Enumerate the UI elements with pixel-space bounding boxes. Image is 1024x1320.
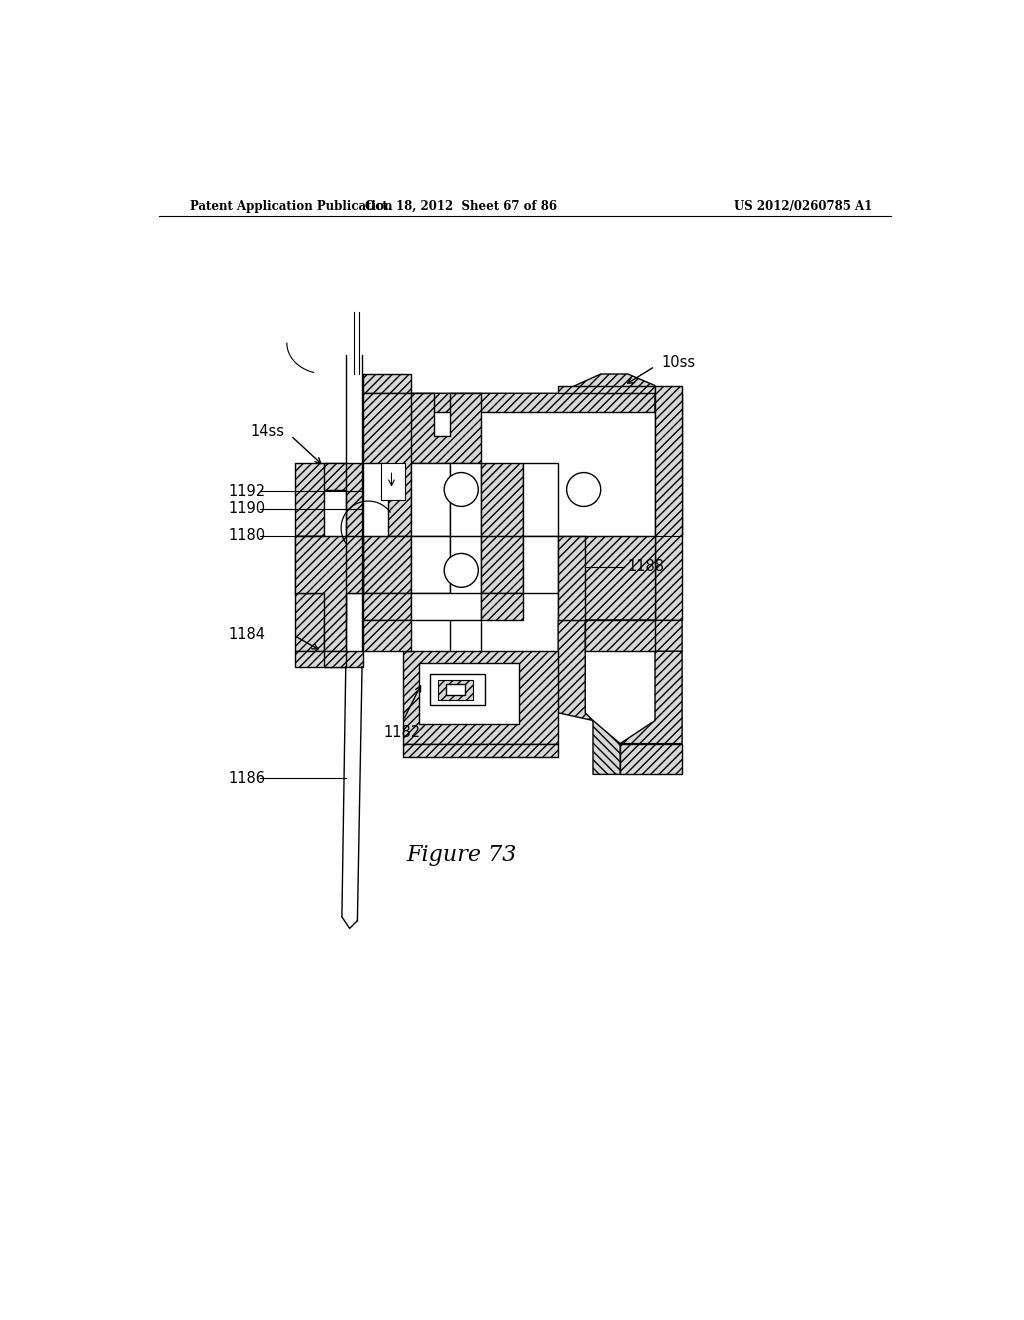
Bar <box>411 462 450 536</box>
Bar <box>480 594 523 620</box>
Bar <box>438 681 473 700</box>
Text: 1188: 1188 <box>628 558 665 574</box>
Text: 1190: 1190 <box>228 502 266 516</box>
Polygon shape <box>362 620 411 651</box>
Bar <box>430 675 484 705</box>
Polygon shape <box>295 536 324 594</box>
Polygon shape <box>586 620 655 743</box>
Polygon shape <box>655 385 682 620</box>
Circle shape <box>444 473 478 507</box>
Text: 10ss: 10ss <box>662 355 695 370</box>
Bar <box>523 536 558 594</box>
Text: US 2012/0260785 A1: US 2012/0260785 A1 <box>734 199 872 213</box>
Circle shape <box>444 553 478 587</box>
Polygon shape <box>411 374 655 412</box>
Bar <box>586 620 655 651</box>
Bar <box>450 462 480 594</box>
Bar <box>450 536 480 667</box>
Text: 1184: 1184 <box>228 627 266 642</box>
Text: Patent Application Publication: Patent Application Publication <box>190 199 392 213</box>
Text: Oct. 18, 2012  Sheet 67 of 86: Oct. 18, 2012 Sheet 67 of 86 <box>366 199 557 213</box>
Polygon shape <box>593 721 621 775</box>
Bar <box>403 743 558 758</box>
Polygon shape <box>388 393 480 462</box>
Bar <box>411 536 450 594</box>
Polygon shape <box>295 462 346 536</box>
Polygon shape <box>295 594 346 651</box>
Polygon shape <box>295 651 346 667</box>
Bar <box>445 684 465 696</box>
Bar <box>403 651 558 743</box>
Bar <box>558 536 586 620</box>
Bar <box>381 462 406 499</box>
Circle shape <box>566 473 601 507</box>
Bar <box>480 536 523 594</box>
Bar <box>419 663 519 725</box>
Polygon shape <box>621 743 682 775</box>
Polygon shape <box>324 462 362 594</box>
Text: 1186: 1186 <box>228 771 266 785</box>
Bar <box>411 594 480 620</box>
Text: 1182: 1182 <box>384 725 421 739</box>
Bar <box>362 594 411 620</box>
Text: 1192: 1192 <box>228 483 266 499</box>
Bar <box>523 462 558 536</box>
Polygon shape <box>586 620 682 743</box>
Polygon shape <box>558 620 682 721</box>
Text: 1180: 1180 <box>228 528 266 544</box>
Text: 14ss: 14ss <box>251 424 285 440</box>
Text: Figure 73: Figure 73 <box>407 845 516 866</box>
Polygon shape <box>362 536 411 594</box>
Bar <box>480 462 523 594</box>
Polygon shape <box>324 651 362 667</box>
Polygon shape <box>558 385 682 536</box>
Polygon shape <box>362 374 411 393</box>
Polygon shape <box>558 536 655 620</box>
Polygon shape <box>295 536 362 651</box>
Polygon shape <box>362 393 411 536</box>
